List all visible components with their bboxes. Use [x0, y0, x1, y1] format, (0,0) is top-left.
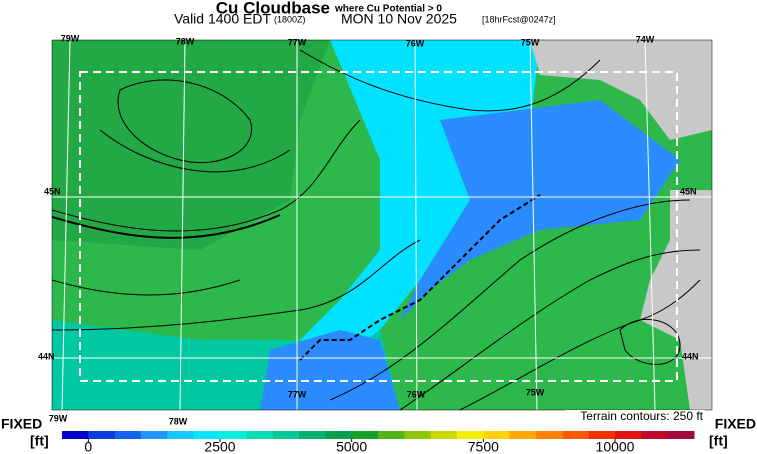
colorbar-segment [193, 431, 221, 439]
region [260, 330, 400, 410]
lon-label: 75W [521, 37, 540, 47]
colorbar-segment [325, 431, 353, 439]
colorbar-segment [299, 431, 326, 439]
colorbar-segment [430, 431, 458, 439]
legend-unit: [ft] [30, 433, 49, 449]
colorbar-segment [588, 431, 616, 439]
lon-label: 77W [288, 37, 307, 47]
lon-label: 76W [407, 389, 426, 399]
colorbar-segment [457, 431, 484, 439]
colorbar-tick-label: 2500 [204, 439, 235, 454]
colorbar-segment [62, 431, 89, 439]
colorbar-segment [483, 431, 511, 439]
lon-label: 77W [288, 389, 307, 399]
colorbar-segment [246, 431, 274, 439]
lon-label: 79W [49, 413, 68, 423]
colorbar: 0 2500 5000 7500 10000 [62, 431, 695, 454]
domain-box [79, 71, 678, 382]
terrain-note: Terrain contours: 250 ft [580, 409, 703, 423]
colorbar-segment [404, 431, 432, 439]
colorbar-segment [615, 431, 642, 439]
lon-label: 78W [169, 416, 188, 426]
colorbar-segment [220, 431, 247, 439]
colorbar-tick-label: 7500 [468, 439, 499, 454]
lon-label: 79W [61, 33, 80, 43]
lat-label: 45N [44, 186, 61, 196]
lon-label: 78W [176, 36, 195, 46]
colorbar-tick-label: 0 [84, 439, 92, 454]
forecast: [18hrFcst@0247z] [482, 14, 556, 24]
region [530, 40, 712, 140]
colorbar-tick-label: 10000 [596, 439, 635, 454]
lon-label: 76W [406, 38, 425, 48]
region [400, 100, 680, 320]
legend-label: FIXED [715, 416, 756, 432]
contour-bold [52, 214, 281, 239]
lon-label: 75W [526, 387, 545, 397]
map-frame [51, 39, 713, 411]
colorbar-segment [141, 431, 168, 439]
colorbar-segment [536, 431, 563, 439]
legend-unit: [ft] [709, 433, 728, 449]
colorbar-segment [641, 431, 669, 439]
note-bg [565, 410, 705, 423]
title: Cu Cloudbase [216, 0, 330, 17]
colorbar-segment [167, 431, 195, 439]
colorbar-segment [114, 431, 142, 439]
colorbar-segment [378, 431, 405, 439]
title-note: where Cu Potential > 0 [334, 4, 442, 15]
colorbar-segment [272, 431, 300, 439]
lat-label: 44N [682, 351, 699, 361]
utc-time: (1800Z) [274, 14, 306, 24]
shoreline [299, 194, 541, 361]
colorbar-segment [562, 431, 590, 439]
colorbar-segment [351, 431, 379, 439]
date: MON 10 Nov 2025 [341, 11, 457, 27]
colorbar-segment [667, 431, 695, 439]
colorbar-tick-label: 5000 [336, 439, 367, 454]
graticule [52, 40, 712, 410]
lon-label: 74W [636, 34, 655, 44]
lat-label: 45N [680, 186, 697, 196]
lat-label: 44N [38, 351, 55, 361]
map: 79W 78W 77W 76W 75W 74W 79W 78W 77W 76W … [38, 33, 713, 426]
colorbar-segment [509, 431, 537, 439]
colorbar-segment [88, 431, 116, 439]
valid-time: Valid 1400 EDT [174, 11, 271, 27]
contours [52, 49, 701, 410]
legend-label: FIXED [1, 416, 42, 432]
